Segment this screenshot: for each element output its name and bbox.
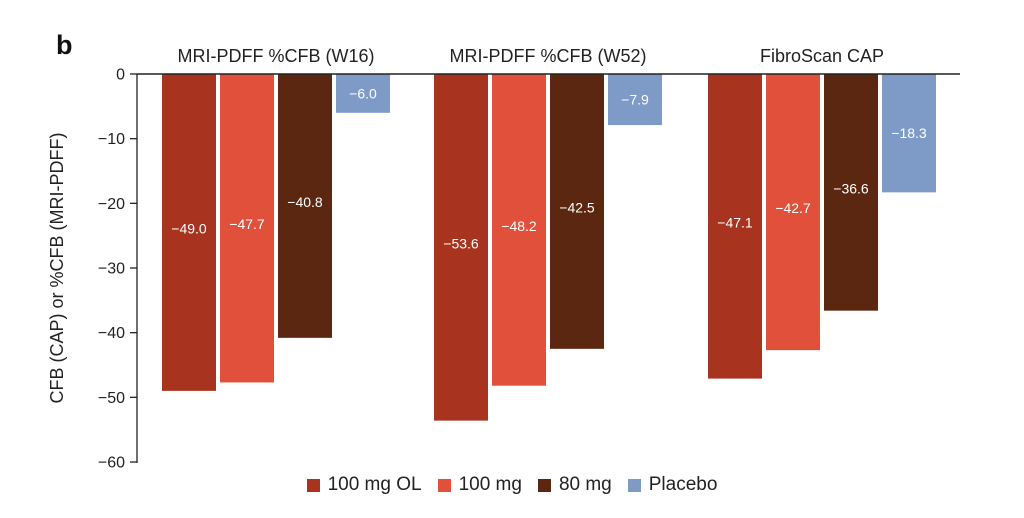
group-title: MRI-PDFF %CFB (W52) bbox=[450, 46, 647, 66]
bar bbox=[824, 74, 878, 311]
legend-swatch bbox=[627, 478, 641, 492]
bar bbox=[766, 74, 820, 351]
legend-item: 80 mg bbox=[537, 474, 612, 496]
legend-item: 100 mg bbox=[437, 474, 522, 496]
bar bbox=[220, 74, 274, 383]
data-label: −42.7 bbox=[775, 200, 811, 216]
bar bbox=[492, 74, 546, 386]
y-tick-label: −50 bbox=[98, 390, 125, 407]
legend-swatch bbox=[437, 478, 451, 492]
data-label: −49.0 bbox=[171, 220, 207, 236]
y-tick-label: −60 bbox=[98, 455, 125, 471]
data-label: −36.6 bbox=[833, 180, 869, 196]
group-title: FibroScan CAP bbox=[760, 46, 884, 66]
legend: 100 mg OL 100 mg 80 mg Placebo bbox=[0, 472, 1024, 498]
data-label: −47.1 bbox=[717, 214, 753, 230]
y-axis-title: CFB (CAP) or %CFB (MRI-PDFF) bbox=[47, 133, 67, 404]
y-tick-label: −30 bbox=[98, 261, 125, 278]
legend-label: Placebo bbox=[648, 474, 718, 495]
legend-label: 80 mg bbox=[558, 474, 612, 495]
y-tick-label: −20 bbox=[98, 196, 125, 213]
y-tick-label: −10 bbox=[98, 131, 125, 148]
legend-label: 100 mg bbox=[458, 474, 522, 495]
legend-label: 100 mg OL bbox=[327, 474, 422, 495]
data-label: −47.7 bbox=[229, 216, 265, 232]
panel-label: b bbox=[56, 30, 73, 60]
bar bbox=[550, 74, 604, 349]
data-label: −40.8 bbox=[287, 194, 323, 210]
legend-item: 100 mg OL bbox=[306, 474, 422, 496]
legend-swatch bbox=[537, 478, 551, 492]
bar bbox=[434, 74, 488, 421]
data-label: −53.6 bbox=[443, 235, 479, 251]
data-label: −42.5 bbox=[559, 199, 595, 215]
y-tick-label: 0 bbox=[116, 67, 125, 84]
bar bbox=[608, 74, 662, 126]
bar bbox=[162, 74, 216, 391]
bar bbox=[278, 74, 332, 338]
data-label: −18.3 bbox=[891, 125, 927, 141]
legend-swatch bbox=[306, 478, 320, 492]
bar-chart: 0 −10 −20 −30 −40 −50 −60 CFB (CAP) or %CFB (MR… bbox=[47, 46, 960, 471]
data-label: −6.0 bbox=[349, 85, 377, 101]
bar bbox=[708, 74, 762, 379]
y-tick-label: −40 bbox=[98, 325, 125, 342]
bar bbox=[336, 74, 390, 113]
legend-item: Placebo bbox=[627, 474, 718, 496]
group-title: MRI-PDFF %CFB (W16) bbox=[178, 46, 375, 66]
data-label: −7.9 bbox=[621, 92, 649, 108]
data-label: −48.2 bbox=[501, 218, 537, 234]
bar bbox=[882, 74, 936, 193]
